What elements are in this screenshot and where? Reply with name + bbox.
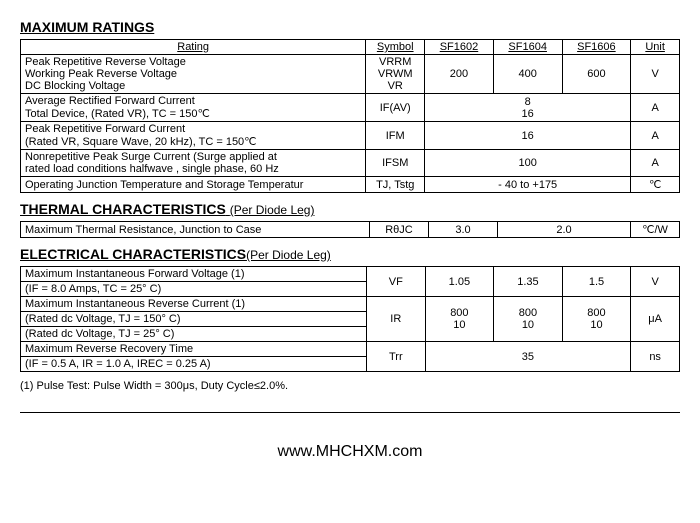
thermal-unit: ℃/W [631, 222, 680, 238]
thermal-v23: 2.0 [498, 222, 631, 238]
thermal-table: Maximum Thermal Resistance, Junction to … [20, 221, 680, 238]
thermal-v1: 3.0 [429, 222, 498, 238]
thermal-sym: RθJC [370, 222, 429, 238]
max-ratings-title: MAXIMUM RATINGS [20, 19, 680, 35]
elec-table: Maximum Instantaneous Forward Voltage (1… [20, 266, 680, 372]
hdr-c2: SF1604 [493, 40, 562, 55]
hdr-unit: Unit [631, 40, 680, 55]
thermal-rating: Maximum Thermal Resistance, Junction to … [21, 222, 370, 238]
table-row: Operating Junction Temperature and Stora… [21, 177, 366, 193]
hdr-symbol: Symbol [366, 40, 425, 55]
max-ratings-table: Rating Symbol SF1602 SF1604 SF1606 Unit … [20, 39, 680, 193]
table-row: Peak Repetitive Reverse VoltageWorking P… [21, 55, 366, 94]
hdr-c1: SF1602 [425, 40, 494, 55]
url: www.MHCHXM.com [20, 443, 680, 461]
hdr-c3: SF1606 [562, 40, 631, 55]
footnote: (1) Pulse Test: Pulse Width = 300μs, Dut… [20, 380, 680, 392]
table-row: Maximum Instantaneous Reverse Current (1… [21, 297, 367, 312]
divider [20, 412, 680, 413]
table-row: Average Rectified Forward CurrentTotal D… [21, 94, 366, 122]
elec-title: ELECTRICAL CHARACTERISTICS(Per Diode Leg… [20, 246, 680, 262]
thermal-title: THERMAL CHARACTERISTICS (Per Diode Leg) [20, 201, 680, 217]
table-row: Nonrepetitive Peak Surge Current (Surge … [21, 150, 366, 177]
hdr-rating: Rating [21, 40, 366, 55]
table-row: Maximum Reverse Recovery Time [21, 342, 367, 357]
table-row: Peak Repetitive Forward Current(Rated VR… [21, 122, 366, 150]
table-row: Maximum Instantaneous Forward Voltage (1… [21, 267, 367, 282]
